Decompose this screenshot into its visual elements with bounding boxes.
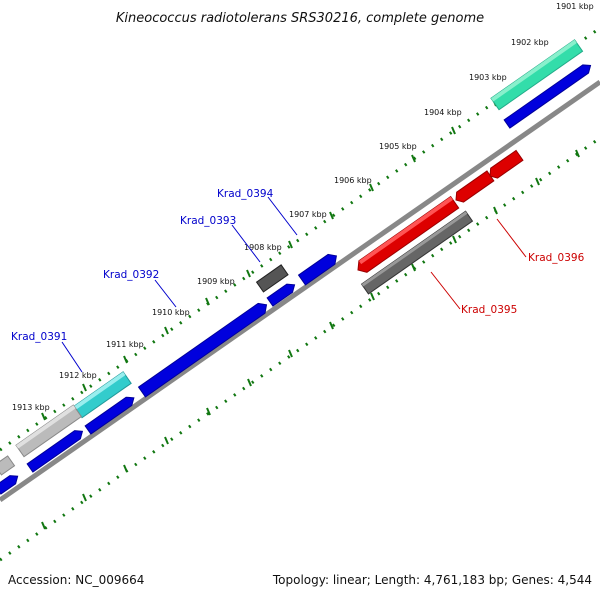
- map-title: Kineococcus radiotolerans SRS30216, comp…: [116, 11, 484, 26]
- gene-krad-0392[interactable]: [137, 300, 270, 398]
- label-krad-0395[interactable]: Krad_0395: [461, 304, 517, 316]
- ruler-label-1911: 1911 kbp: [106, 340, 144, 349]
- ruler-label-1906: 1906 kbp: [334, 176, 372, 185]
- ruler-label-1902: 1902 kbp: [511, 38, 549, 47]
- ruler-label-1907: 1907 kbp: [289, 210, 327, 219]
- gene-krad-0393[interactable]: [255, 264, 289, 293]
- gene-blue-1909[interactable]: [266, 281, 297, 307]
- gene-red-1905b[interactable]: [487, 149, 524, 180]
- gene-label-leaders: [61, 196, 298, 373]
- accession-text: Accession: NC_009664: [8, 573, 145, 587]
- gene-blue-1913[interactable]: [26, 427, 85, 473]
- gene-red-1905a[interactable]: [453, 170, 495, 205]
- gene-label-leaders-red: [430, 218, 527, 310]
- ruler-label-1901: 1901 kbp: [556, 2, 594, 11]
- gene-blue-edge[interactable]: [0, 472, 21, 495]
- label-krad-0393[interactable]: Krad_0393: [180, 215, 236, 227]
- ruler-upper: [0, 26, 600, 452]
- label-krad-0394[interactable]: Krad_0394: [217, 188, 274, 200]
- ruler-label-1909: 1909 kbp: [197, 277, 235, 286]
- ruler-lower: [0, 136, 600, 562]
- label-krad-0392[interactable]: Krad_0392: [103, 269, 159, 281]
- label-krad-0391[interactable]: Krad_0391: [11, 331, 67, 343]
- label-krad-0396[interactable]: Krad_0396: [528, 252, 585, 264]
- gene-green-1903[interactable]: [490, 39, 584, 111]
- gene-grey-edge[interactable]: [0, 455, 16, 476]
- ruler-label-1910: 1910 kbp: [152, 308, 190, 317]
- gene-blue-1912[interactable]: [84, 394, 137, 435]
- genome-backbone: [0, 79, 600, 503]
- gene-krad-0395[interactable]: [360, 210, 474, 295]
- gene-krad-0394[interactable]: [297, 251, 340, 286]
- forward-strand-genes: [0, 39, 593, 495]
- ruler-major-ticks: [41, 40, 580, 530]
- ruler-label-1904: 1904 kbp: [424, 108, 462, 117]
- gene-grey-1913[interactable]: [15, 404, 83, 458]
- ruler-label-1903: 1903 kbp: [469, 73, 507, 82]
- ruler-label-1905: 1905 kbp: [379, 142, 417, 151]
- gene-blue-1903[interactable]: [503, 61, 593, 129]
- reverse-strand-genes: [354, 149, 524, 295]
- ruler-label-1912: 1912 kbp: [59, 371, 97, 380]
- ruler-label-1913: 1913 kbp: [12, 403, 50, 412]
- gene-krad-0396[interactable]: [354, 195, 460, 276]
- genome-summary-text: Topology: linear; Length: 4,761,183 bp; …: [272, 573, 592, 587]
- ruler-label-1908: 1908 kbp: [244, 243, 282, 252]
